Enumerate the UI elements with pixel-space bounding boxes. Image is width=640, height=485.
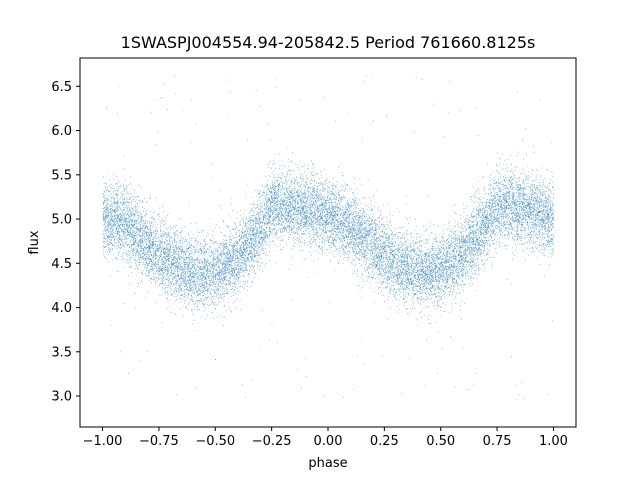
x-tick-label: −0.25 — [252, 434, 292, 449]
scatter-points — [102, 74, 554, 400]
x-tick-label: 1.00 — [539, 434, 568, 449]
x-tick-label: −0.75 — [139, 434, 179, 449]
x-axis-label: phase — [308, 456, 347, 471]
y-tick-label: 5.5 — [51, 168, 72, 183]
x-tick-label: −1.00 — [83, 434, 123, 449]
y-tick-label: 4.0 — [51, 301, 72, 316]
y-tick-label: 4.5 — [51, 257, 72, 272]
y-tick-label: 3.5 — [51, 345, 72, 360]
x-tick-label: 0.00 — [314, 434, 343, 449]
y-axis-label: flux — [27, 230, 42, 254]
scatter-point-cloud — [102, 74, 554, 400]
x-tick-label: 0.75 — [483, 434, 512, 449]
chart-title: 1SWASPJ004554.94-205842.5 Period 761660.… — [121, 33, 536, 52]
y-tick-label: 6.0 — [51, 124, 72, 139]
y-tick-label: 5.0 — [51, 213, 72, 228]
x-tick-label: 0.50 — [426, 434, 455, 449]
y-tick-label: 6.5 — [51, 80, 72, 95]
y-axis: 3.0 3.5 4.0 4.5 5.0 5.5 6.0 6.5 — [51, 80, 80, 405]
x-tick-label: 0.25 — [370, 434, 399, 449]
x-axis: −1.00 −0.75 −0.50 −0.25 0.00 0.25 0.50 0.75 1.00 — [83, 427, 568, 449]
x-tick-label: −0.50 — [195, 434, 235, 449]
y-tick-label: 3.0 — [51, 390, 72, 405]
